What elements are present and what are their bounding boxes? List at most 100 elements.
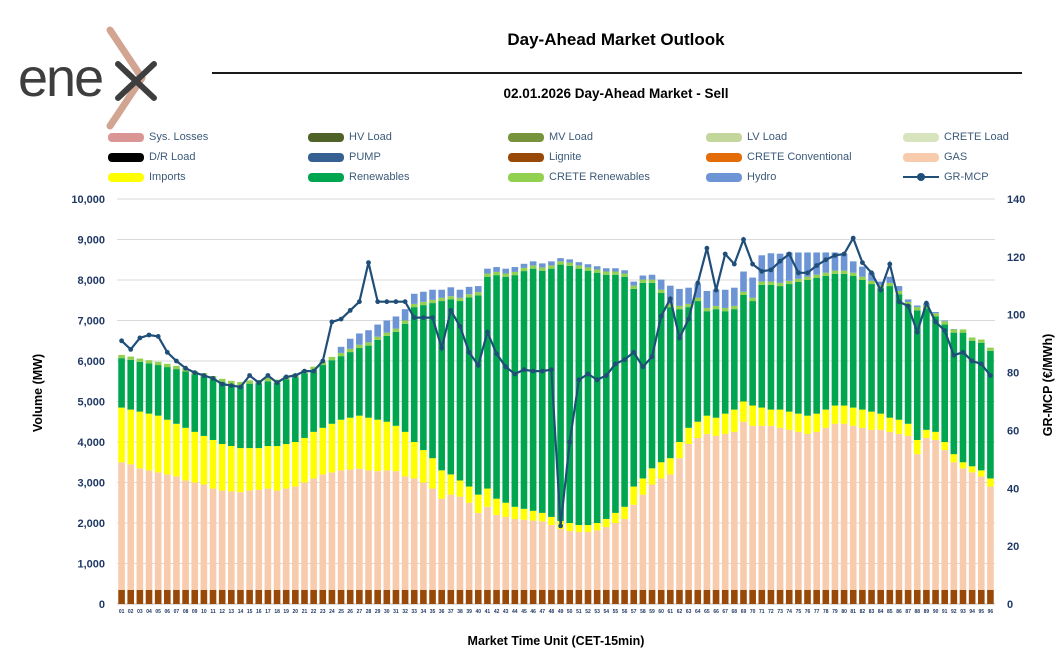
- svg-text:140: 140: [1007, 194, 1025, 206]
- svg-text:61: 61: [668, 609, 674, 615]
- svg-text:0: 0: [99, 599, 105, 611]
- y-axis-labels-right: 0 20 40 60 80 100 120 140: [1007, 194, 1025, 611]
- svg-text:40: 40: [1007, 483, 1019, 495]
- svg-text:92: 92: [951, 609, 957, 615]
- svg-text:6,000: 6,000: [77, 356, 105, 368]
- legend-item-crete-load: CRETE Load: [903, 131, 1053, 143]
- svg-text:80: 80: [841, 609, 847, 615]
- crete-load-swatch-icon: [903, 132, 939, 142]
- svg-text:91: 91: [942, 609, 948, 615]
- x-axis-labels: 01 02 03 04 05 06 07 08 09 10 11 12 13 14 15 16 17 18 19 20…: [119, 609, 994, 615]
- svg-text:86: 86: [896, 609, 902, 615]
- renewables-swatch-icon: [308, 172, 344, 182]
- legend-item-hydro: Hydro: [706, 171, 903, 183]
- svg-text:59: 59: [649, 609, 655, 615]
- grid-lines: [117, 198, 995, 605]
- svg-text:46: 46: [530, 609, 536, 615]
- legend-label: GAS: [944, 151, 968, 163]
- svg-text:95: 95: [979, 609, 985, 615]
- svg-text:7,000: 7,000: [77, 316, 105, 328]
- imports-swatch-icon: [108, 172, 144, 182]
- svg-text:68: 68: [732, 609, 738, 615]
- svg-text:60: 60: [658, 609, 664, 615]
- svg-text:82: 82: [860, 609, 866, 615]
- gas-swatch-icon: [903, 152, 939, 162]
- legend-label: Sys. Losses: [149, 131, 209, 143]
- svg-text:43: 43: [503, 609, 509, 615]
- svg-text:69: 69: [741, 609, 747, 615]
- legend-label: MV Load: [549, 131, 594, 143]
- gr-mcp-markers: [119, 235, 993, 529]
- d-r-load-swatch-icon: [108, 152, 144, 162]
- svg-text:85: 85: [887, 609, 893, 615]
- sys-losses-swatch-icon: [108, 132, 144, 142]
- svg-text:70: 70: [750, 609, 756, 615]
- legend-label: Imports: [149, 171, 186, 183]
- series-lignite: [118, 589, 994, 605]
- svg-text:60: 60: [1007, 425, 1019, 437]
- svg-text:77: 77: [814, 609, 820, 615]
- svg-text:66: 66: [713, 609, 719, 615]
- svg-text:25: 25: [338, 609, 344, 615]
- svg-text:88: 88: [915, 609, 921, 615]
- gr-mcp-line-swatch-icon: [903, 173, 939, 181]
- svg-text:10,000: 10,000: [71, 194, 105, 206]
- svg-text:63: 63: [686, 609, 692, 615]
- svg-text:96: 96: [988, 609, 994, 615]
- legend-item-lignite: Lignite: [508, 151, 706, 163]
- hydro-swatch-icon: [706, 172, 742, 182]
- svg-text:51: 51: [576, 609, 582, 615]
- series-gas: [118, 421, 994, 590]
- svg-text:02: 02: [128, 609, 134, 615]
- legend-label: CRETE Conventional: [747, 151, 852, 163]
- gr-mcp-marker-icon: [917, 173, 925, 181]
- svg-text:33: 33: [411, 609, 417, 615]
- enex-logo: ene: [18, 26, 162, 130]
- title-underline: [212, 72, 1022, 74]
- legend-item-renewables: Renewables: [308, 171, 508, 183]
- svg-text:20: 20: [293, 609, 299, 615]
- svg-text:32: 32: [402, 609, 408, 615]
- legend-item-mv-load: MV Load: [508, 131, 706, 143]
- svg-text:3,000: 3,000: [77, 478, 105, 490]
- legend-item-lv-load: LV Load: [706, 131, 903, 143]
- svg-text:4,000: 4,000: [77, 437, 105, 449]
- svg-text:81: 81: [850, 609, 856, 615]
- svg-text:18: 18: [274, 609, 280, 615]
- svg-text:13: 13: [229, 609, 235, 615]
- crete-renewables-swatch-icon: [508, 172, 544, 182]
- svg-text:54: 54: [604, 609, 610, 615]
- legend-item-pump: PUMP: [308, 151, 508, 163]
- svg-text:21: 21: [302, 609, 308, 615]
- svg-text:83: 83: [869, 609, 875, 615]
- legend-item-d-r-load: D/R Load: [108, 151, 308, 163]
- svg-text:90: 90: [933, 609, 939, 615]
- svg-text:55: 55: [613, 609, 619, 615]
- svg-text:87: 87: [905, 609, 911, 615]
- page-title: Day-Ahead Market Outlook: [507, 30, 725, 49]
- svg-text:40: 40: [476, 609, 482, 615]
- legend-label: Lignite: [549, 151, 582, 163]
- svg-text:10: 10: [201, 609, 207, 615]
- svg-text:52: 52: [585, 609, 591, 615]
- svg-text:29: 29: [375, 609, 381, 615]
- svg-text:76: 76: [805, 609, 811, 615]
- svg-text:100: 100: [1007, 310, 1025, 322]
- svg-text:05: 05: [155, 609, 161, 615]
- svg-text:67: 67: [722, 609, 728, 615]
- svg-text:09: 09: [192, 609, 198, 615]
- svg-text:53: 53: [594, 609, 600, 615]
- svg-text:15: 15: [247, 609, 253, 615]
- svg-text:71: 71: [759, 609, 765, 615]
- svg-text:84: 84: [878, 609, 884, 615]
- svg-text:17: 17: [265, 609, 271, 615]
- svg-text:74: 74: [786, 609, 792, 615]
- svg-text:78: 78: [823, 609, 829, 615]
- svg-text:31: 31: [393, 609, 399, 615]
- svg-text:03: 03: [137, 609, 143, 615]
- svg-text:28: 28: [366, 609, 372, 615]
- x-axis-title: Market Time Unit (CET-15min): [467, 634, 645, 648]
- svg-text:39: 39: [466, 609, 472, 615]
- svg-text:30: 30: [384, 609, 390, 615]
- legend-item-hv-load: HV Load: [308, 131, 508, 143]
